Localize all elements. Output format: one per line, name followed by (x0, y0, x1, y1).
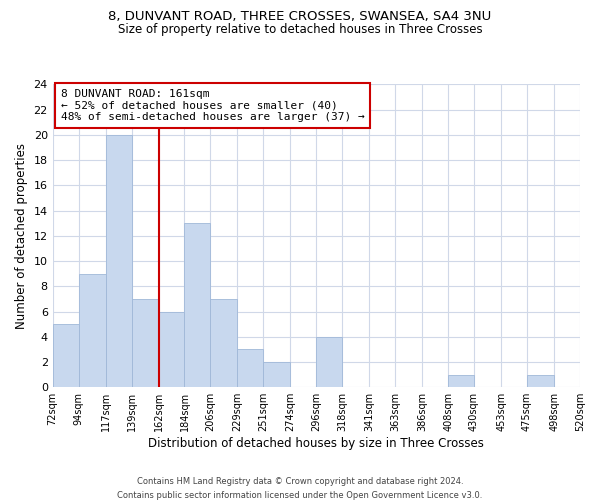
Bar (106, 135, 131, 387)
Y-axis label: Number of detached properties: Number of detached properties (15, 143, 28, 329)
Text: 8 DUNVANT ROAD: 161sqm
← 52% of detached houses are smaller (40)
48% of semi-det: 8 DUNVANT ROAD: 161sqm ← 52% of detached… (61, 89, 364, 122)
Text: 8, DUNVANT ROAD, THREE CROSSES, SWANSEA, SA4 3NU: 8, DUNVANT ROAD, THREE CROSSES, SWANSEA,… (109, 10, 491, 23)
X-axis label: Distribution of detached houses by size in Three Crosses: Distribution of detached houses by size … (148, 437, 484, 450)
Text: Contains HM Land Registry data © Crown copyright and database right 2024.
Contai: Contains HM Land Registry data © Crown c… (118, 478, 482, 500)
Bar (238, 350, 263, 387)
Text: Size of property relative to detached houses in Three Crosses: Size of property relative to detached ho… (118, 22, 482, 36)
Bar (448, 374, 474, 387)
Bar (527, 374, 554, 387)
Bar (158, 312, 184, 387)
Bar (131, 299, 158, 387)
Bar (263, 362, 290, 387)
Bar (53, 324, 79, 387)
Bar (79, 274, 106, 387)
Bar (185, 223, 211, 387)
Bar (316, 337, 342, 387)
Bar (211, 299, 238, 387)
